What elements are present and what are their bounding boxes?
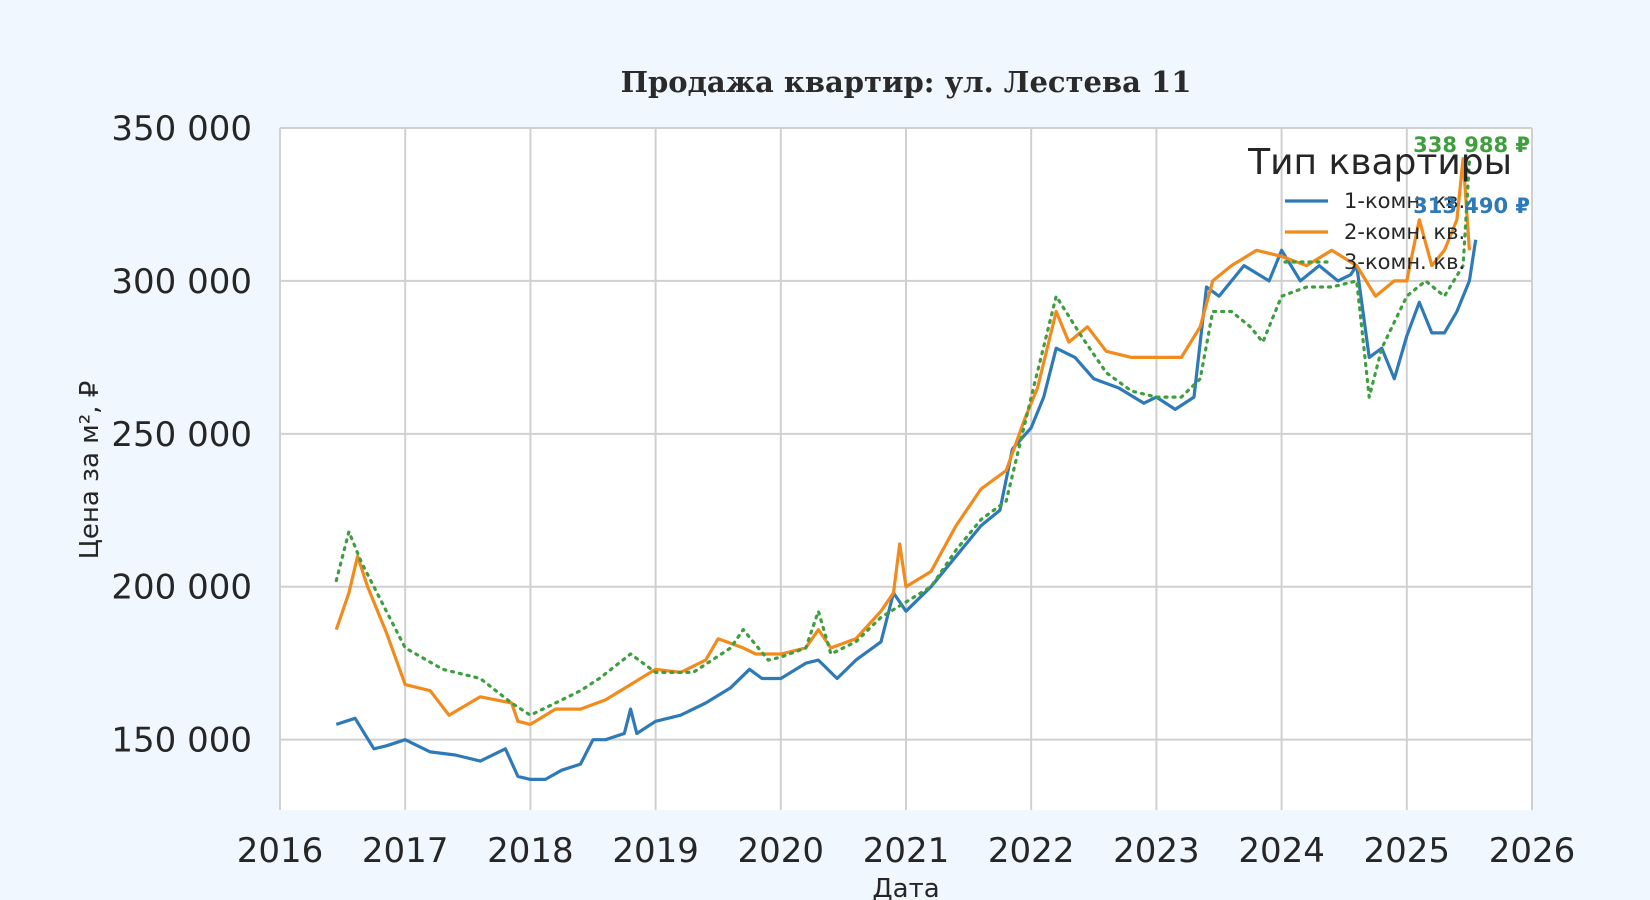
x-tick-label: 2019 xyxy=(612,831,699,871)
x-tick-label: 2025 xyxy=(1364,831,1451,871)
x-tick-label: 2020 xyxy=(738,831,825,871)
y-tick-label: 150 000 xyxy=(111,721,252,761)
x-tick-label: 2024 xyxy=(1238,831,1325,871)
series-line-3 xyxy=(334,160,1472,717)
legend-title: Тип квартиры xyxy=(1247,142,1512,183)
y-tick-label: 250 000 xyxy=(111,415,252,455)
x-tick-label: 2026 xyxy=(1489,831,1576,871)
x-tick-label: 2022 xyxy=(988,831,1075,871)
x-tick-label: 2017 xyxy=(362,831,449,871)
series-layer xyxy=(334,157,1478,782)
y-tick-label: 200 000 xyxy=(111,568,252,608)
x-axis-label: Дата xyxy=(872,874,939,900)
series-line-1 xyxy=(335,239,1478,782)
tick-layer: 2016 2017 2018 2019 2020 2021 2022 2023 2024 2025… xyxy=(111,109,1575,871)
y-tick-label: 350 000 xyxy=(111,109,252,149)
legend-label-3: 3-комн. кв. xyxy=(1344,250,1465,274)
grid xyxy=(279,127,1533,810)
legend: Тип квартиры 1-комн. кв. 2-комн. кв. 3-ком… xyxy=(1247,142,1512,274)
x-tick-label: 2023 xyxy=(1113,831,1200,871)
y-axis-label: Цена за м², ₽ xyxy=(75,381,105,560)
last-value-label-3: 338 988 ₽ xyxy=(1413,133,1530,157)
last-value-label-1: 313 490 ₽ xyxy=(1413,194,1530,218)
chart-title: Продажа квартир: ул. Лестева 11 xyxy=(621,65,1192,99)
legend-label-2: 2-комн. кв. xyxy=(1344,220,1465,244)
x-tick-label: 2018 xyxy=(487,831,574,871)
y-tick-label: 300 000 xyxy=(111,262,252,302)
x-tick-label: 2021 xyxy=(863,831,950,871)
last-value-labels: 313 490 ₽ 338 988 ₽ xyxy=(1413,133,1530,218)
legend-label-1: 1-комн. кв. xyxy=(1344,189,1465,213)
series-line-2 xyxy=(334,157,1471,727)
x-tick-label: 2016 xyxy=(237,831,324,871)
